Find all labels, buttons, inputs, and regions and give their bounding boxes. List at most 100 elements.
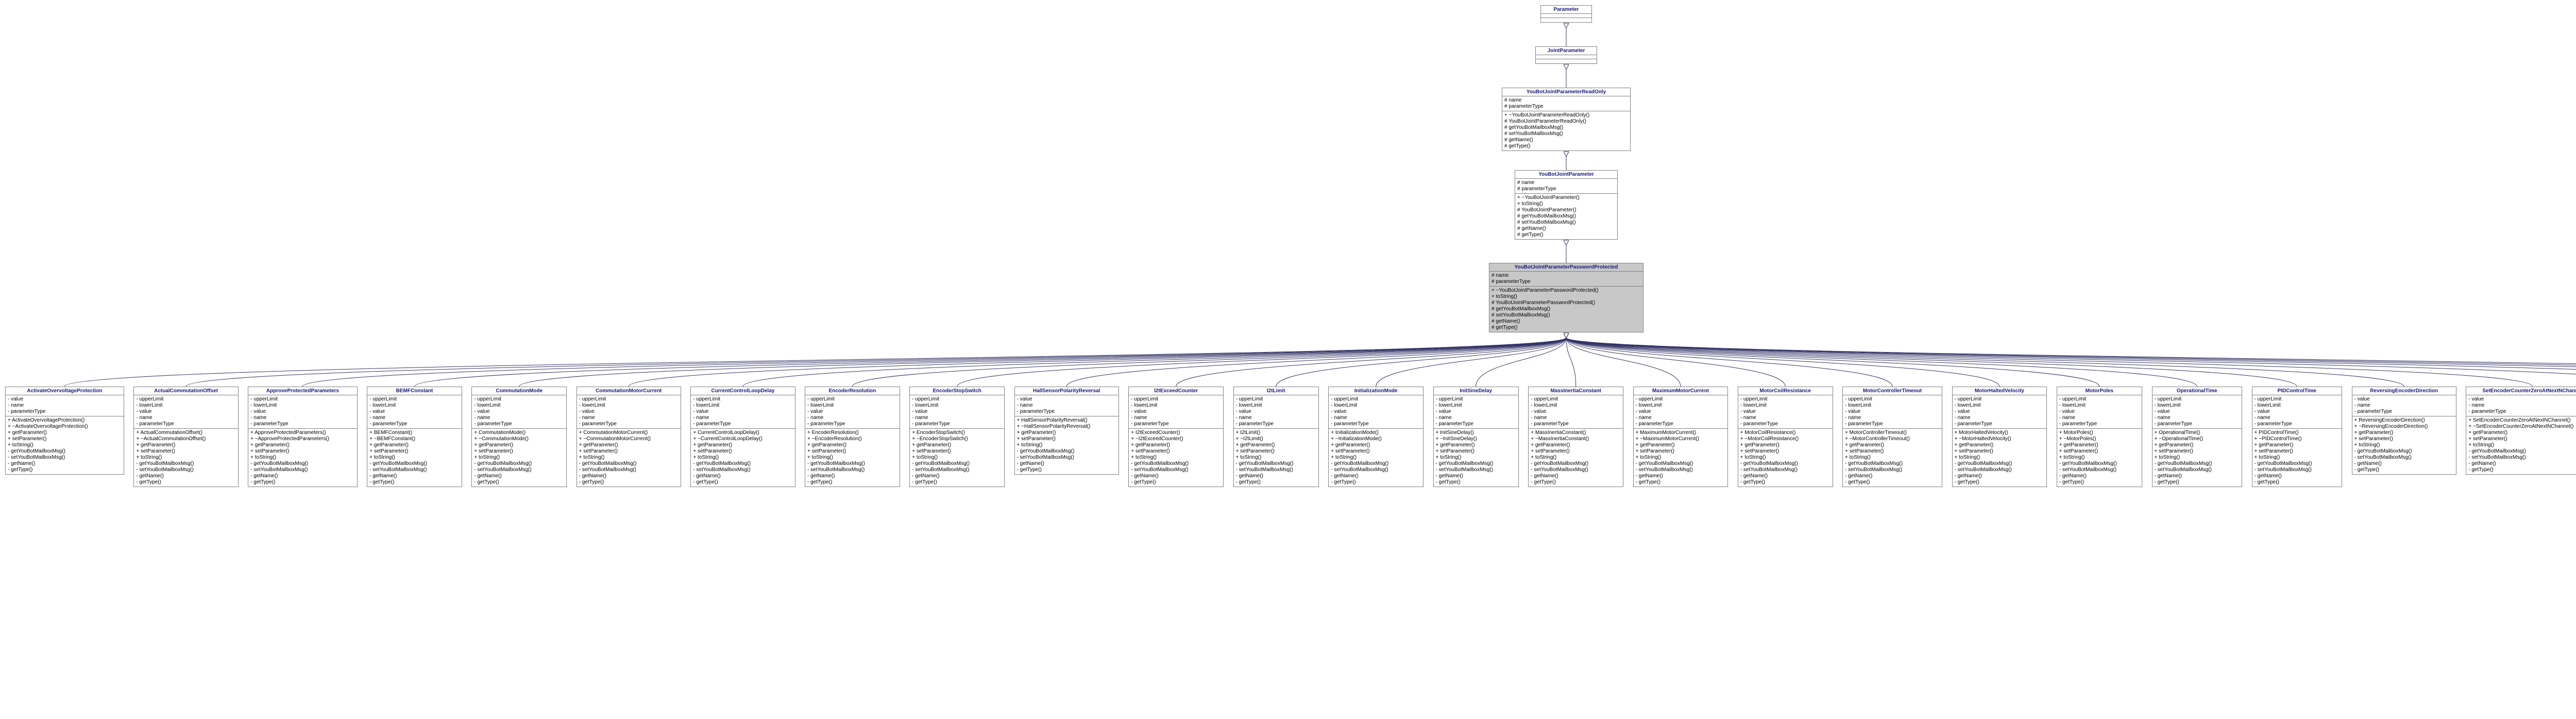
method-row: + ~CommutationMotorCurrent() bbox=[579, 436, 679, 442]
class-title[interactable]: InitSineDelay bbox=[1434, 387, 1518, 395]
class-title[interactable]: SetEncoderCounterZeroAtNextNChannel bbox=[2466, 387, 2576, 395]
class-title[interactable]: I2tExceedCounter bbox=[1129, 387, 1223, 395]
class-title[interactable]: YouBotJointParameterReadOnly bbox=[1502, 88, 1630, 96]
class-methods: + ~YouBotJointParameter()+ toString()# Y… bbox=[1515, 194, 1617, 239]
class-title[interactable]: EncoderResolution bbox=[805, 387, 900, 395]
method-row: - getYouBotMailboxMsg() bbox=[369, 461, 460, 467]
class-methods: + ActivateOvervoltageProtection()+ ~Acti… bbox=[6, 416, 124, 474]
edge-layer bbox=[0, 0, 2576, 719]
method-row: + setParameter() bbox=[579, 448, 679, 455]
class-link[interactable]: CommutationMotorCurrent bbox=[596, 388, 662, 394]
class-title[interactable]: CommutationMotorCurrent bbox=[577, 387, 681, 395]
field-row: - parameterType bbox=[2155, 421, 2240, 427]
class-title[interactable]: PIDControlTime bbox=[2252, 387, 2342, 395]
method-row: + getParameter() bbox=[369, 442, 460, 448]
method-row: - getName() bbox=[1740, 473, 1831, 479]
class-fields: - upperLimit- lowerLimit- value- name- p… bbox=[910, 395, 1004, 429]
class-fields: - upperLimit- lowerLimit- value- name- p… bbox=[1634, 395, 1728, 429]
class-title[interactable]: ApproveProtectedParameters bbox=[248, 387, 357, 395]
method-row: + setParameter() bbox=[1845, 448, 1940, 455]
field-row: - parameterType bbox=[579, 421, 679, 427]
class-title[interactable]: MassInertiaConstant bbox=[1529, 387, 1623, 395]
class-title[interactable]: YouBotJointParameter bbox=[1515, 171, 1617, 179]
class-link[interactable]: InitSineDelay bbox=[1460, 388, 1492, 394]
method-row: - setYouBotMailboxMsg() bbox=[912, 467, 1002, 473]
method-row: + I2tExceedCounter() bbox=[1131, 430, 1221, 436]
class-title[interactable]: HallSensorPolarityReversal bbox=[1015, 387, 1118, 395]
class-title[interactable]: Parameter bbox=[1541, 6, 1591, 14]
method-row: - getType() bbox=[2155, 479, 2240, 486]
field-row: - lowerLimit bbox=[693, 403, 792, 409]
method-row: + toString() bbox=[2155, 455, 2240, 461]
field-row: - upperLimit bbox=[1531, 396, 1621, 403]
field-row: - lowerLimit bbox=[1131, 403, 1221, 409]
method-row: - getType() bbox=[1131, 479, 1221, 486]
class-link[interactable]: CommutationMode bbox=[496, 388, 543, 394]
class-link[interactable]: EncoderResolution bbox=[829, 388, 876, 394]
class-link[interactable]: MotorHaltedVelocity bbox=[1975, 388, 2024, 394]
class-link[interactable]: I2tLimit bbox=[1267, 388, 1285, 394]
method-row: - getName() bbox=[2354, 461, 2454, 467]
class-link[interactable]: ActivateOvervoltageProtection bbox=[27, 388, 102, 394]
class-link[interactable]: BEMFConstant bbox=[396, 388, 433, 394]
method-row: + OperationalTime() bbox=[2155, 430, 2240, 436]
class-title[interactable]: YouBotJointParameterPasswordProtected bbox=[1489, 263, 1643, 272]
method-row: - getType() bbox=[2354, 467, 2454, 473]
class-HallSensorPolarityReversal: HallSensorPolarityReversal- value- name-… bbox=[1014, 387, 1119, 475]
class-MotorPoles: MotorPoles- upperLimit- lowerLimit- valu… bbox=[2057, 387, 2142, 487]
class-title[interactable]: CommutationMode bbox=[472, 387, 566, 395]
class-link[interactable]: MassInertiaConstant bbox=[1551, 388, 1601, 394]
class-link[interactable]: JointParameter bbox=[1548, 48, 1585, 54]
class-title[interactable]: InitializationMode bbox=[1329, 387, 1423, 395]
class-link[interactable]: ReversingEncoderDirection bbox=[2370, 388, 2438, 394]
class-title[interactable]: MotorCoilResistance bbox=[1738, 387, 1833, 395]
class-link[interactable]: MaximumMotorCurrent bbox=[1652, 388, 1709, 394]
class-link[interactable]: YouBotJointParameter bbox=[1538, 172, 1594, 177]
class-link[interactable]: MotorPoles bbox=[2086, 388, 2113, 394]
field-row: - upperLimit bbox=[1636, 396, 1726, 403]
method-row: - getYouBotMailboxMsg() bbox=[912, 461, 1002, 467]
class-methods: + ApproveProtectedParameters()+ ~Approve… bbox=[248, 429, 357, 487]
class-link[interactable]: YouBotJointParameterReadOnly bbox=[1527, 89, 1606, 95]
class-title[interactable]: ActualCommutationOffset bbox=[134, 387, 238, 395]
method-row: - getYouBotMailboxMsg() bbox=[1740, 461, 1831, 467]
class-link[interactable]: MotorCoilResistance bbox=[1759, 388, 1810, 394]
class-link[interactable]: Parameter bbox=[1554, 7, 1579, 12]
class-title[interactable]: BEMFConstant bbox=[367, 387, 462, 395]
class-title[interactable]: MaximumMotorCurrent bbox=[1634, 387, 1728, 395]
field-row: - upperLimit bbox=[912, 396, 1002, 403]
class-link[interactable]: YouBotJointParameterPasswordProtected bbox=[1515, 264, 1618, 270]
class-link[interactable]: ActualCommutationOffset bbox=[154, 388, 218, 394]
class-link[interactable]: InitializationMode bbox=[1354, 388, 1398, 394]
class-link[interactable]: CurrentControlLoopDelay bbox=[711, 388, 775, 394]
class-title[interactable]: MotorHaltedVelocity bbox=[1953, 387, 2047, 395]
method-row: + setParameter() bbox=[1740, 448, 1831, 455]
method-row: - setYouBotMailboxMsg() bbox=[2354, 455, 2454, 461]
class-title[interactable]: MotorControllerTimeout bbox=[1843, 387, 1942, 395]
method-row: - getYouBotMailboxMsg() bbox=[1845, 461, 1940, 467]
field-row: - value bbox=[1436, 409, 1516, 415]
class-title[interactable]: JointParameter bbox=[1536, 47, 1597, 55]
class-link[interactable]: PIDControlTime bbox=[2278, 388, 2316, 394]
class-link[interactable]: MotorControllerTimeout bbox=[1863, 388, 1922, 394]
method-row: - getType() bbox=[1845, 479, 1940, 486]
class-link[interactable]: SetEncoderCounterZeroAtNextNChannel bbox=[2482, 388, 2576, 394]
class-title[interactable]: MotorPoles bbox=[2057, 387, 2142, 395]
method-row: - getName() bbox=[2059, 473, 2140, 479]
field-row: - lowerLimit bbox=[1331, 403, 1421, 409]
class-fields: - upperLimit- lowerLimit- value- name- p… bbox=[134, 395, 238, 429]
class-title[interactable]: I2tLimit bbox=[1234, 387, 1318, 395]
class-link[interactable]: OperationalTime bbox=[2177, 388, 2217, 394]
method-row: + ~EncoderResolution() bbox=[807, 436, 897, 442]
class-title[interactable]: CurrentControlLoopDelay bbox=[691, 387, 794, 395]
class-title[interactable]: ActivateOvervoltageProtection bbox=[6, 387, 124, 395]
class-title[interactable]: EncoderStopSwitch bbox=[910, 387, 1004, 395]
class-EncoderStopSwitch: EncoderStopSwitch- upperLimit- lowerLimi… bbox=[909, 387, 1005, 487]
class-link[interactable]: EncoderStopSwitch bbox=[933, 388, 981, 394]
class-title[interactable]: ReversingEncoderDirection bbox=[2352, 387, 2456, 395]
class-fields bbox=[1541, 14, 1591, 18]
class-title[interactable]: OperationalTime bbox=[2153, 387, 2242, 395]
class-link[interactable]: I2tExceedCounter bbox=[1154, 388, 1198, 394]
class-link[interactable]: ApproveProtectedParameters bbox=[266, 388, 339, 394]
class-link[interactable]: HallSensorPolarityReversal bbox=[1033, 388, 1100, 394]
